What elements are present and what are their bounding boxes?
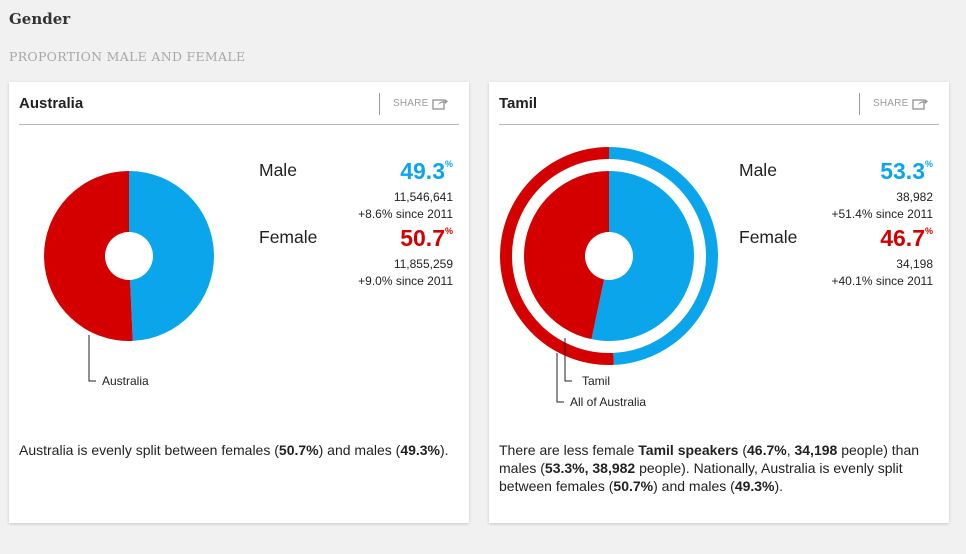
section-title: Gender xyxy=(9,10,71,28)
female-count: 34,198 xyxy=(896,257,933,271)
female-change: +40.1% since 2011 xyxy=(831,274,933,288)
card-divider xyxy=(19,124,459,125)
share-button[interactable]: SHARE xyxy=(393,97,449,110)
pie-slice-male[interactable] xyxy=(129,171,214,341)
male-change: +8.6% since 2011 xyxy=(358,207,453,221)
male-label: Male xyxy=(259,160,297,180)
gender-card-tamil: Tamil SHARE Tamil All of Australia Male 5… xyxy=(489,82,949,523)
male-change: +51.4% since 2011 xyxy=(831,207,933,221)
share-divider xyxy=(379,93,380,115)
male-count: 38,982 xyxy=(896,190,933,204)
ring-segment-male[interactable] xyxy=(609,147,718,365)
female-change: +9.0% since 2011 xyxy=(358,274,453,288)
pie-chart-tamil: Tamil All of Australia xyxy=(500,147,718,409)
pie-slice-female[interactable] xyxy=(524,171,609,340)
female-percent: 50.7% xyxy=(400,225,453,251)
legend-label-tamil: Tamil xyxy=(582,374,610,388)
male-percent: 49.3% xyxy=(400,158,453,184)
card-title: Australia xyxy=(19,95,84,112)
legend-leader-line xyxy=(88,335,96,382)
legend-label-australia: Australia xyxy=(102,374,149,388)
male-percent: 53.3% xyxy=(880,158,933,184)
share-icon xyxy=(432,97,449,110)
pie-slice-male[interactable] xyxy=(591,171,694,342)
card-title: Tamil xyxy=(499,95,538,112)
female-count: 11,855,259 xyxy=(393,257,453,271)
gender-card-australia: Australia SHARE Australia Male 49.3% 11,… xyxy=(9,82,469,523)
male-count: 11,546,641 xyxy=(393,190,453,204)
section-subtitle: PROPORTION MALE AND FEMALE xyxy=(9,49,246,64)
share-label: SHARE xyxy=(873,98,909,109)
share-button[interactable]: SHARE xyxy=(873,97,929,110)
card-description: There are less female Tamil speakers (46… xyxy=(499,442,920,494)
share-label: SHARE xyxy=(393,98,429,109)
card-divider xyxy=(499,124,939,125)
pie-chart-australia: Australia xyxy=(43,171,214,388)
share-divider xyxy=(859,93,860,115)
male-label: Male xyxy=(739,160,777,180)
female-label: Female xyxy=(739,227,798,247)
card-description: Australia is evenly split between female… xyxy=(19,442,449,458)
female-label: Female xyxy=(259,227,318,247)
share-icon xyxy=(912,97,929,110)
legend-leader-line xyxy=(556,353,564,403)
pie-center-hole xyxy=(105,232,153,280)
legend-label-all-of-australia: All of Australia xyxy=(570,395,646,409)
ring-segment-female[interactable] xyxy=(500,147,614,365)
pie-slice-female[interactable] xyxy=(43,171,133,341)
female-percent: 46.7% xyxy=(880,225,933,251)
legend-leader-line xyxy=(564,338,572,382)
pie-center-hole xyxy=(585,232,633,280)
